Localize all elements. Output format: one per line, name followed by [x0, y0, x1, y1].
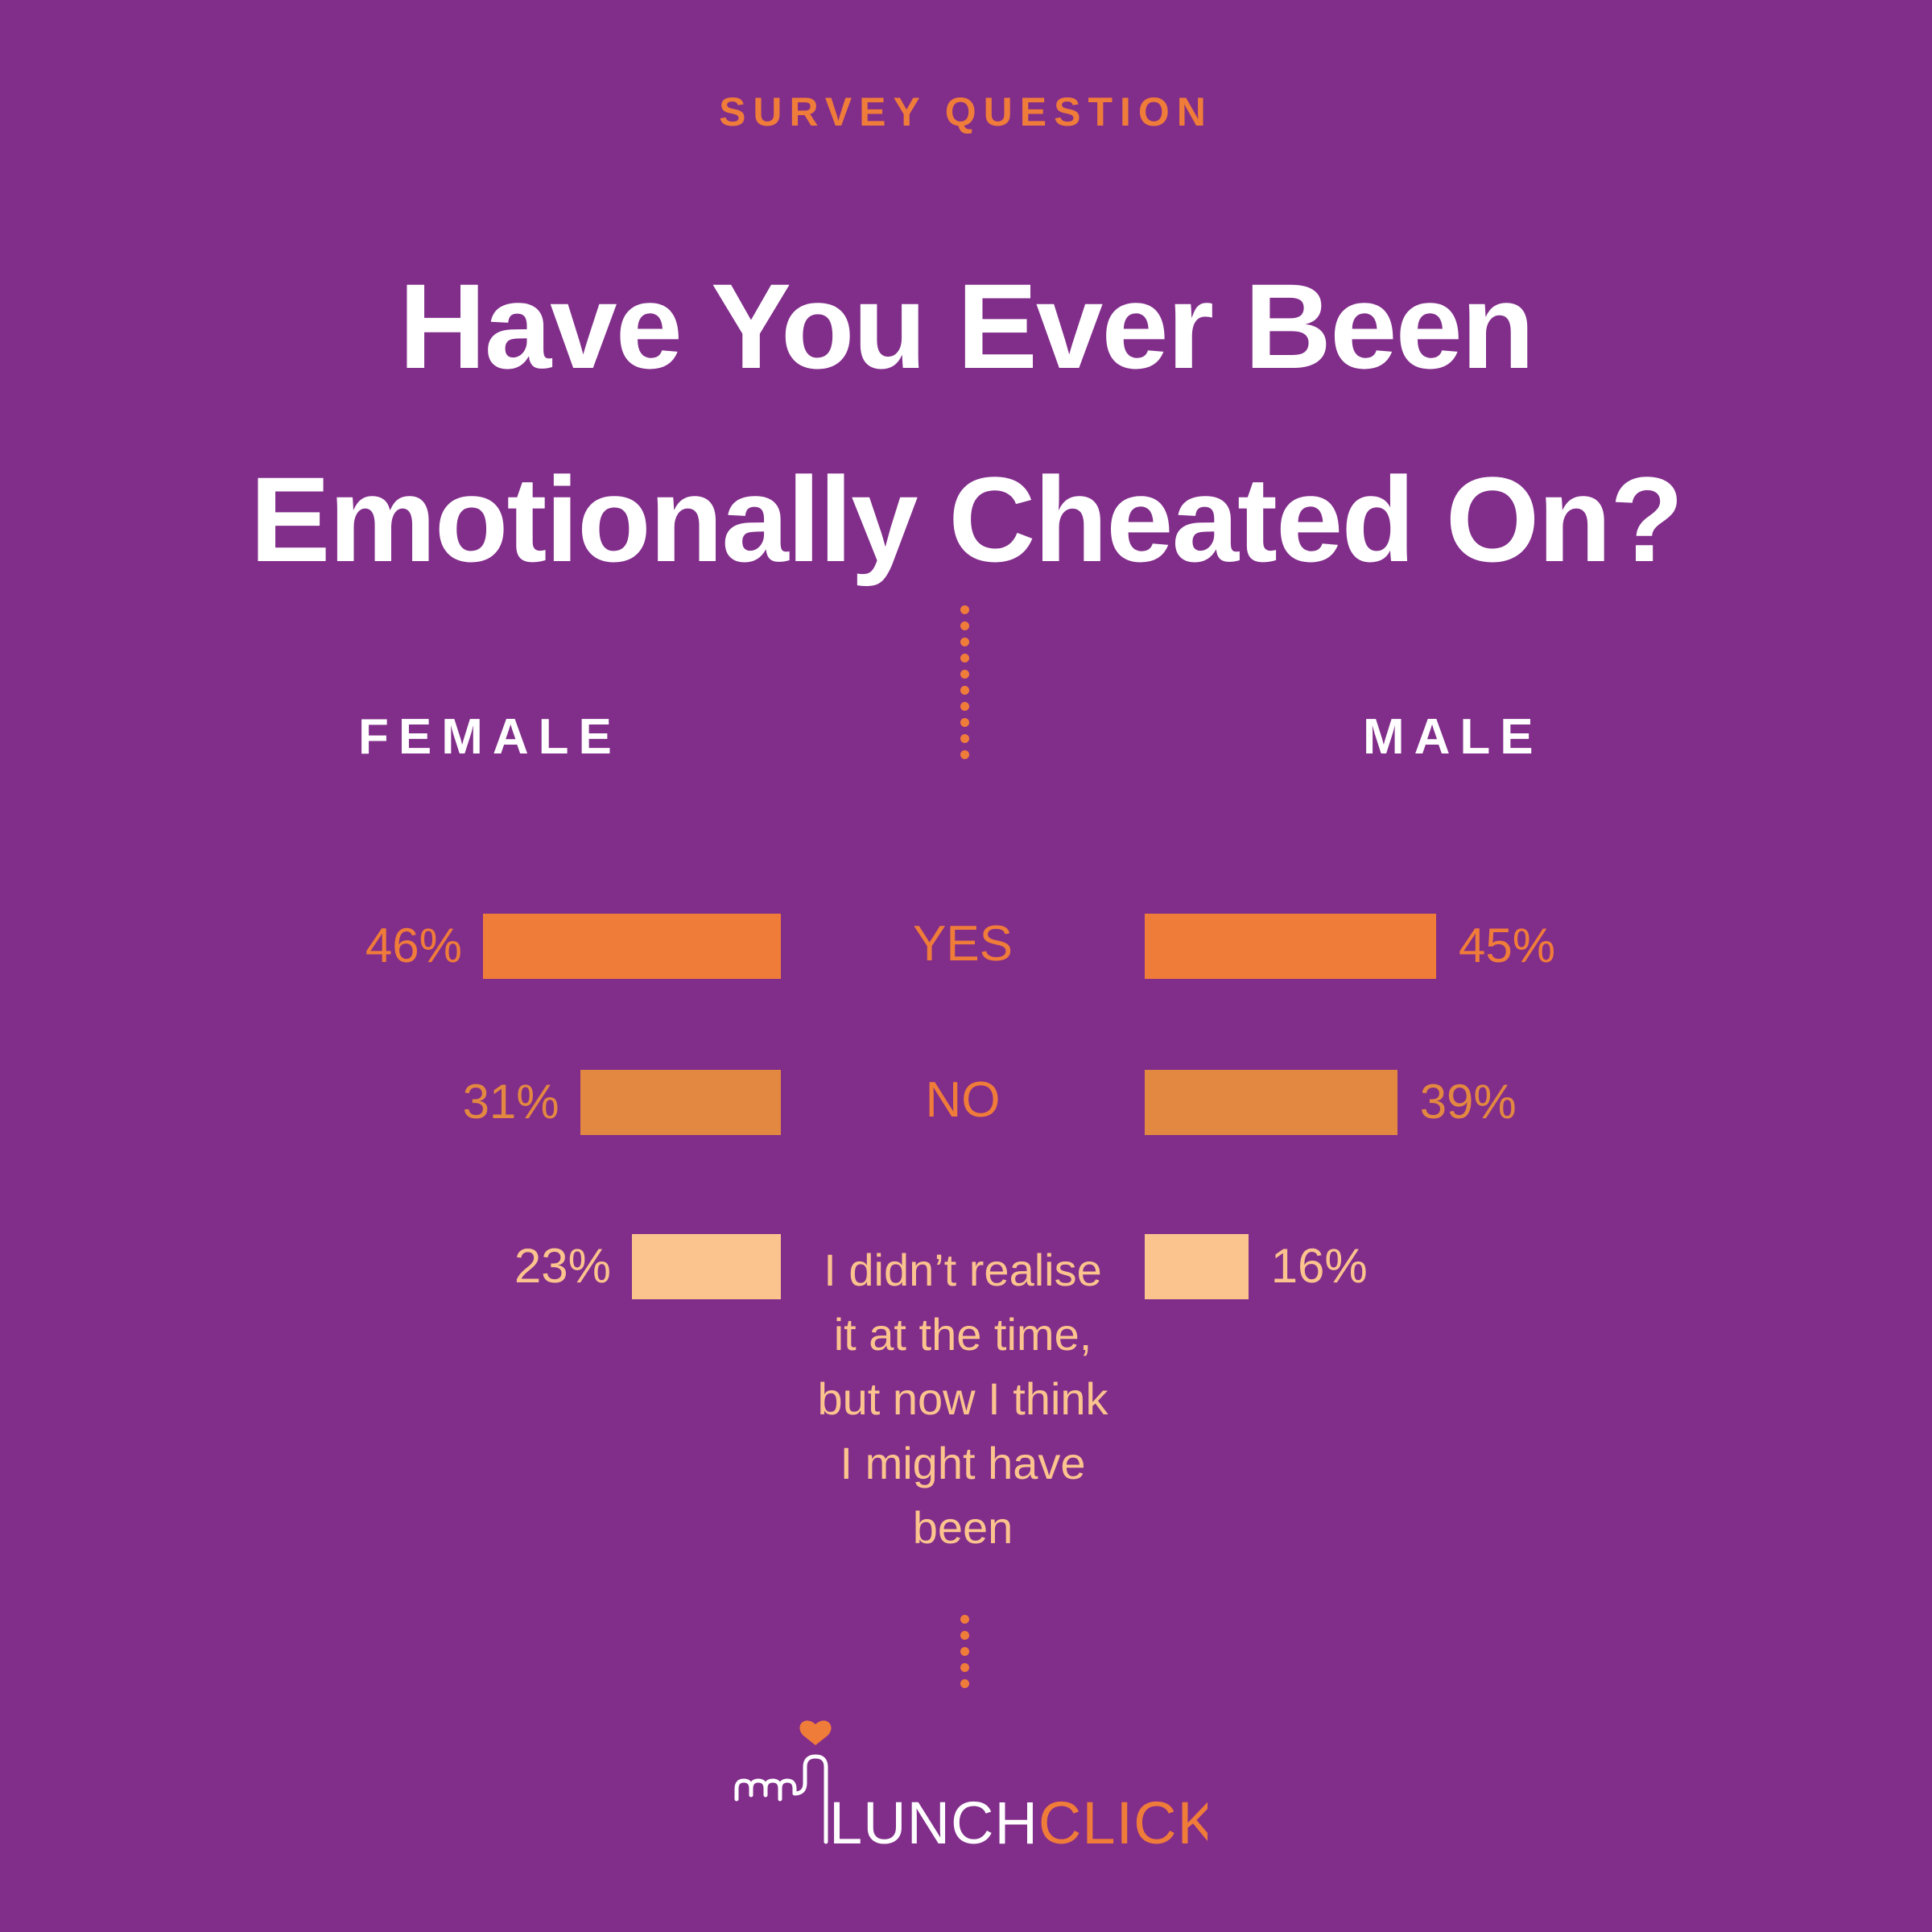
- category-label-2: I didn’t realise it at the time, but now I…: [724, 1238, 1201, 1560]
- title-line-2: Emotionally Cheated On?: [250, 452, 1683, 587]
- svg-text:LUNCHCLICK: LUNCHCLICK: [829, 1790, 1208, 1856]
- divider-dot: [960, 1663, 969, 1672]
- logo-word-lunch: LUNCH: [829, 1790, 1038, 1856]
- divider-dot: [960, 686, 969, 695]
- page-title: Have You Ever Been Emotionally Cheated O…: [0, 229, 1932, 616]
- category-label-1: NO: [925, 1072, 1001, 1128]
- divider-dot: [960, 638, 969, 646]
- divider-dot: [960, 1679, 969, 1688]
- group-label-male: MALE: [1363, 709, 1543, 765]
- divider-dot: [960, 1647, 969, 1656]
- divider-dot: [960, 670, 969, 679]
- category-label-line: but now I think: [817, 1373, 1108, 1424]
- lunchclick-logo: LUNCHCLICK: [734, 1720, 1208, 1856]
- pct-label-female-2: 23%: [514, 1239, 611, 1293]
- bar-female-2: [632, 1234, 781, 1299]
- divider-dot: [960, 654, 969, 663]
- pct-label-male-2: 16%: [1270, 1239, 1368, 1293]
- divider-dot: [960, 1631, 969, 1640]
- logo-word-click: CLICK: [1038, 1790, 1208, 1856]
- category-label-0: YES: [912, 916, 1013, 972]
- divider-dot: [960, 750, 969, 759]
- heart-icon: [799, 1720, 832, 1745]
- bar-male-2: [1145, 1234, 1249, 1299]
- group-label-female: FEMALE: [358, 709, 621, 765]
- category-label-line: been: [912, 1502, 1013, 1553]
- divider-dot: [960, 605, 969, 614]
- bar-female-0: [483, 914, 781, 979]
- divider-dot: [960, 621, 969, 630]
- logo-finger-mark: [734, 1754, 828, 1844]
- pct-label-male-0: 45%: [1458, 919, 1556, 972]
- divider-dot: [960, 718, 969, 727]
- divider-dot: [960, 702, 969, 711]
- category-label-line: I didn’t realise: [824, 1245, 1102, 1295]
- divider-dot: [960, 1615, 969, 1624]
- pct-label-female-1: 31%: [462, 1075, 559, 1129]
- bar-male-1: [1145, 1070, 1397, 1135]
- bar-female-1: [580, 1070, 781, 1135]
- survey-eyebrow: SURVEY QUESTION: [719, 89, 1213, 134]
- category-label-line: I might have: [840, 1438, 1086, 1488]
- pct-label-male-1: 39%: [1419, 1075, 1517, 1129]
- category-label-line: it at the time,: [833, 1309, 1092, 1360]
- bar-male-0: [1145, 914, 1436, 979]
- title-line-1: Have You Ever Been: [398, 258, 1534, 394]
- pct-label-female-0: 46%: [365, 919, 462, 972]
- divider-dot: [960, 734, 969, 743]
